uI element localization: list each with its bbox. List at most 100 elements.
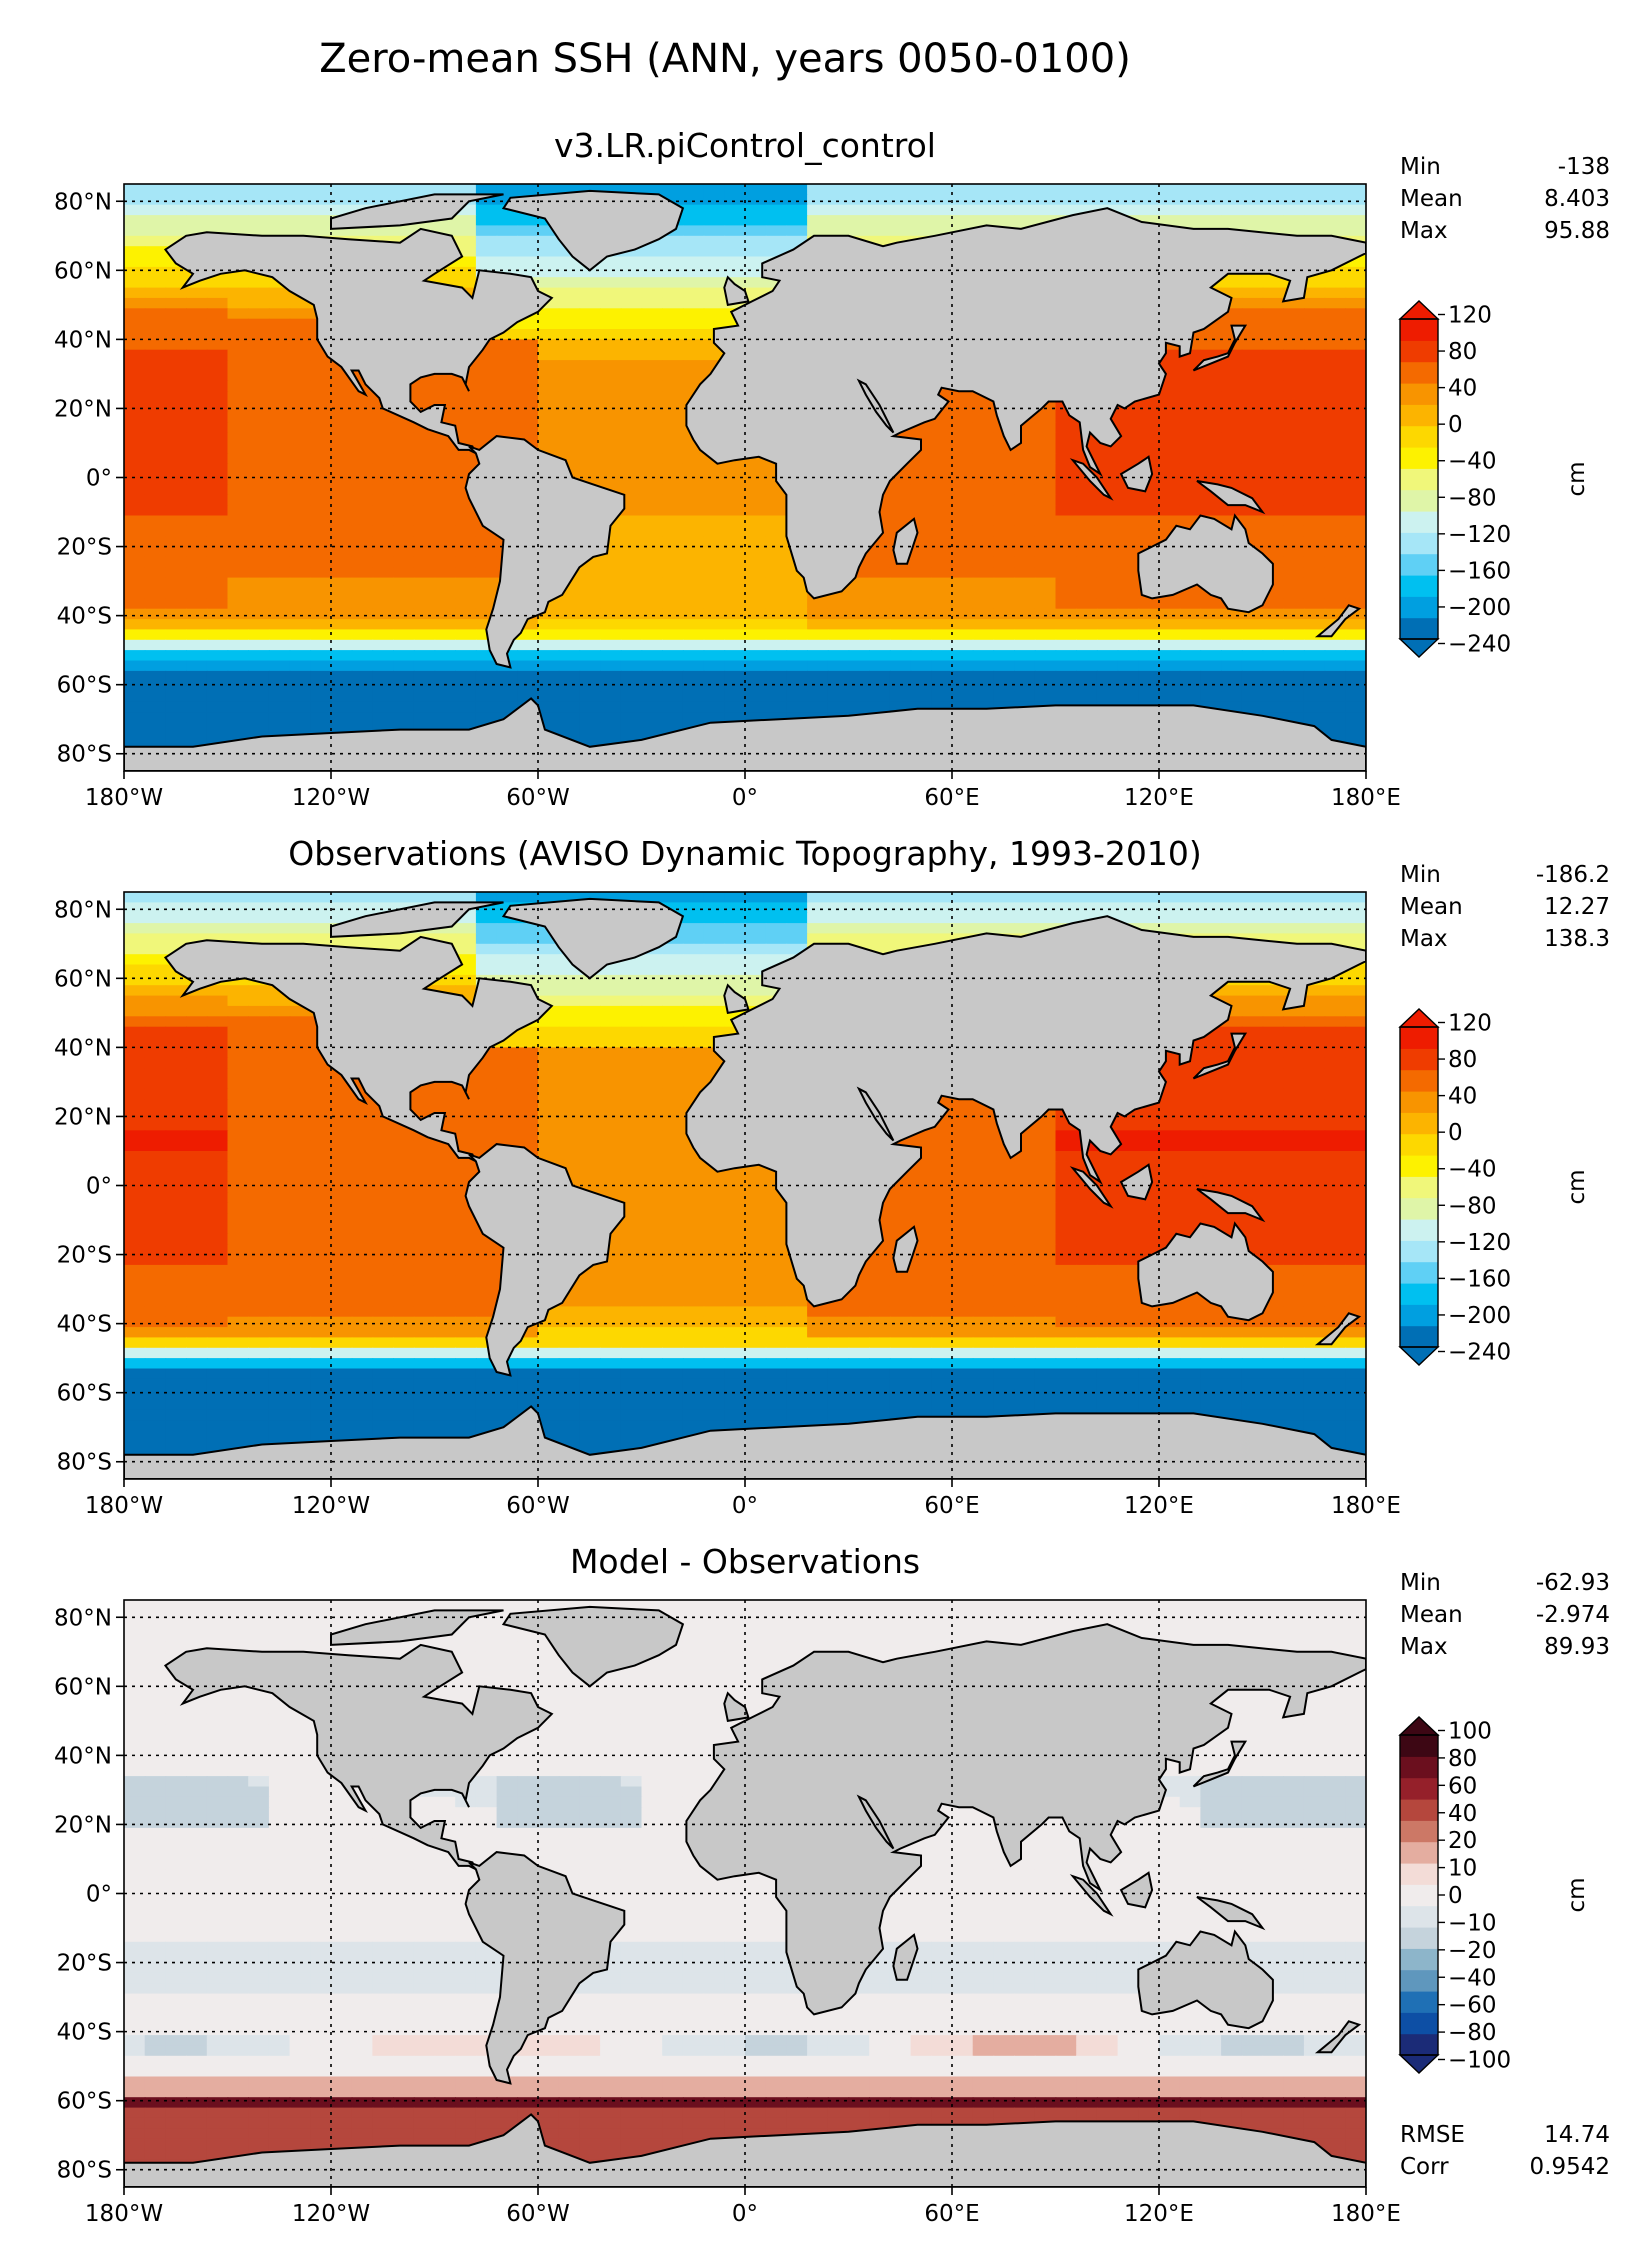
field-cell bbox=[351, 1119, 374, 1132]
field-cell bbox=[475, 912, 498, 924]
field-cell bbox=[1221, 639, 1243, 651]
field-cell bbox=[1262, 422, 1284, 434]
field-cell bbox=[1283, 329, 1305, 341]
field-cell bbox=[952, 525, 974, 537]
field-cell bbox=[600, 1026, 622, 1038]
field-cell bbox=[124, 902, 146, 914]
field-cell bbox=[641, 277, 663, 289]
field-cell bbox=[206, 933, 229, 945]
field-cell bbox=[1241, 701, 1264, 714]
field-cell bbox=[682, 370, 705, 382]
field-cell bbox=[848, 892, 870, 904]
field-cell bbox=[579, 598, 601, 610]
field-cell bbox=[206, 525, 229, 537]
field-cell bbox=[1159, 912, 1181, 924]
field-cell bbox=[931, 474, 953, 486]
field-cell bbox=[331, 556, 353, 569]
field-cell bbox=[807, 608, 829, 620]
field-cell bbox=[248, 1099, 270, 1111]
field-cell bbox=[165, 318, 187, 330]
field-cell bbox=[579, 266, 601, 279]
field-cell bbox=[1262, 1119, 1284, 1132]
field-cell bbox=[165, 1088, 187, 1100]
field-cell bbox=[620, 494, 643, 506]
field-cell bbox=[496, 1078, 519, 1090]
field-cell bbox=[538, 1130, 560, 1142]
field-cell bbox=[124, 567, 146, 579]
field-cell bbox=[165, 985, 187, 997]
field-cell bbox=[351, 660, 374, 672]
field-cell bbox=[310, 380, 332, 392]
field-cell bbox=[1303, 629, 1326, 641]
field-cell bbox=[807, 629, 829, 641]
field-cell bbox=[310, 902, 332, 914]
field-cell bbox=[289, 204, 312, 216]
field-cell bbox=[641, 712, 663, 724]
field-cell bbox=[124, 1005, 146, 1018]
field-cell bbox=[165, 1119, 187, 1132]
field-cell bbox=[827, 670, 850, 683]
field-cell bbox=[413, 619, 436, 631]
field-cell bbox=[620, 411, 643, 424]
field-cell bbox=[289, 194, 312, 206]
field-cell bbox=[268, 912, 291, 924]
field-cell bbox=[1262, 401, 1284, 413]
field-cell bbox=[186, 1037, 208, 1049]
field-cell bbox=[455, 225, 477, 237]
field-cell bbox=[869, 546, 891, 558]
field-cell bbox=[331, 701, 353, 714]
field-cell bbox=[1221, 892, 1243, 904]
field-cell bbox=[124, 933, 146, 945]
field-cell bbox=[765, 505, 788, 517]
field-cell bbox=[848, 588, 870, 600]
field-cell bbox=[1283, 422, 1305, 434]
field-cell bbox=[434, 1078, 456, 1090]
field-cell bbox=[1014, 422, 1036, 434]
field-cell bbox=[600, 985, 622, 997]
field-cell bbox=[889, 608, 912, 620]
field-cell bbox=[496, 360, 519, 372]
field-cell bbox=[724, 204, 746, 216]
field-cell bbox=[993, 629, 1015, 641]
field-cell bbox=[972, 215, 995, 227]
field-cell bbox=[268, 1016, 291, 1028]
field-cell bbox=[1345, 650, 1366, 662]
field-cell bbox=[579, 391, 601, 403]
field-cell bbox=[331, 443, 353, 455]
field-cell bbox=[538, 184, 560, 196]
field-cell bbox=[641, 701, 663, 714]
field-cell bbox=[1200, 494, 1222, 506]
field-cell bbox=[641, 494, 663, 506]
field-cell bbox=[889, 892, 912, 904]
field-cell bbox=[1014, 567, 1036, 579]
field-cell bbox=[1221, 1057, 1243, 1069]
field-cell bbox=[1303, 360, 1326, 372]
field-cell bbox=[144, 380, 167, 392]
field-cell bbox=[972, 681, 995, 693]
field-cell bbox=[413, 1099, 436, 1111]
field-cell bbox=[227, 588, 249, 600]
field-cell bbox=[641, 287, 663, 299]
field-cell bbox=[662, 1057, 684, 1069]
field-cell bbox=[517, 1099, 539, 1111]
field-cell bbox=[558, 256, 581, 268]
field-cell bbox=[538, 619, 560, 631]
field-cell bbox=[620, 546, 643, 558]
field-cell bbox=[1159, 453, 1181, 465]
field-cell bbox=[1324, 329, 1347, 341]
field-cell bbox=[1283, 215, 1305, 227]
field-cell bbox=[1221, 681, 1243, 693]
field-cell bbox=[455, 453, 477, 465]
field-cell bbox=[827, 681, 850, 693]
field-cell bbox=[1159, 411, 1181, 424]
field-cell bbox=[517, 215, 539, 227]
field-cell bbox=[1345, 391, 1366, 403]
field-cell bbox=[1303, 892, 1326, 904]
field-cell bbox=[517, 318, 539, 330]
field-cell bbox=[1034, 650, 1057, 662]
field-cell bbox=[144, 204, 167, 216]
field-cell bbox=[475, 691, 498, 703]
field-cell bbox=[1345, 453, 1366, 465]
field-cell bbox=[351, 225, 374, 237]
field-cell bbox=[1241, 660, 1264, 672]
